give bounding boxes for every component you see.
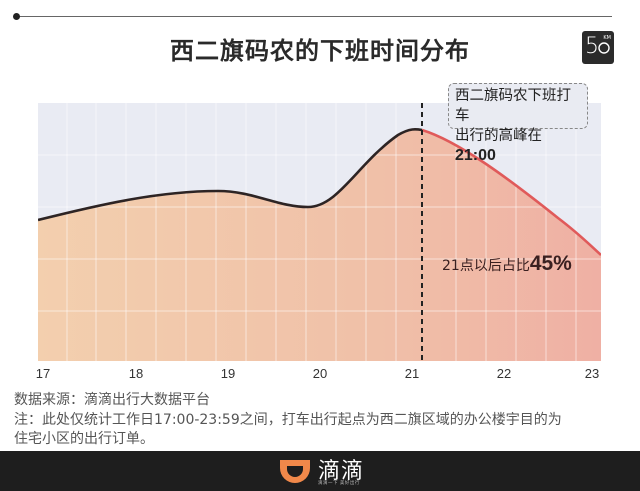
50km-logo-icon: 5 KM [582, 31, 614, 64]
x-tick-17: 17 [35, 366, 51, 381]
x-tick-23: 23 [584, 366, 600, 381]
area-fill [38, 129, 601, 361]
footer-bar: 滴滴 滴滴一下 美好出行 [0, 451, 640, 491]
badge-number: 5 [585, 34, 611, 59]
chart-title: 西二旗码农的下班时间分布 [170, 37, 470, 65]
gridlines [38, 103, 601, 361]
peak-callout-line1: 西二旗码农下班打车 [455, 88, 571, 124]
footer-brand: 滴滴 [318, 459, 365, 484]
peak-time: 21:00 [455, 147, 496, 164]
peak-callout: 西二旗码农下班打车 出行的高峰在 21:00 [448, 83, 588, 164]
area-chart [38, 103, 601, 361]
share-value: 45% [529, 252, 572, 275]
top-rule [16, 16, 612, 17]
line-before-peak [38, 127, 423, 222]
share-annotation: 21点以后占比45% [442, 252, 572, 275]
badge-unit: KM [603, 35, 611, 41]
data-source: 数据来源：滴滴出行大数据平台 [14, 392, 210, 408]
x-tick-18: 18 [128, 366, 144, 381]
x-tick-21: 21 [404, 366, 420, 381]
line-after-peak [421, 128, 601, 256]
footnote-line1: 注：此处仅统计工作日17:00-23:59之间，打车出行起点为西二旗区域的办公楼… [14, 412, 562, 428]
x-tick-20: 20 [312, 366, 328, 381]
top-rule-dot [13, 13, 20, 20]
x-tick-19: 19 [220, 366, 236, 381]
didi-logo-icon [280, 460, 310, 483]
x-axis-labels: 17 18 19 20 21 22 23 [0, 366, 640, 386]
footnote-line2: 住宅小区的出行订单。 [14, 431, 154, 447]
peak-callout-line2: 出行的高峰在 21:00 [455, 128, 542, 164]
footer-slogan: 滴滴一下 美好出行 [318, 481, 360, 486]
x-tick-22: 22 [496, 366, 512, 381]
